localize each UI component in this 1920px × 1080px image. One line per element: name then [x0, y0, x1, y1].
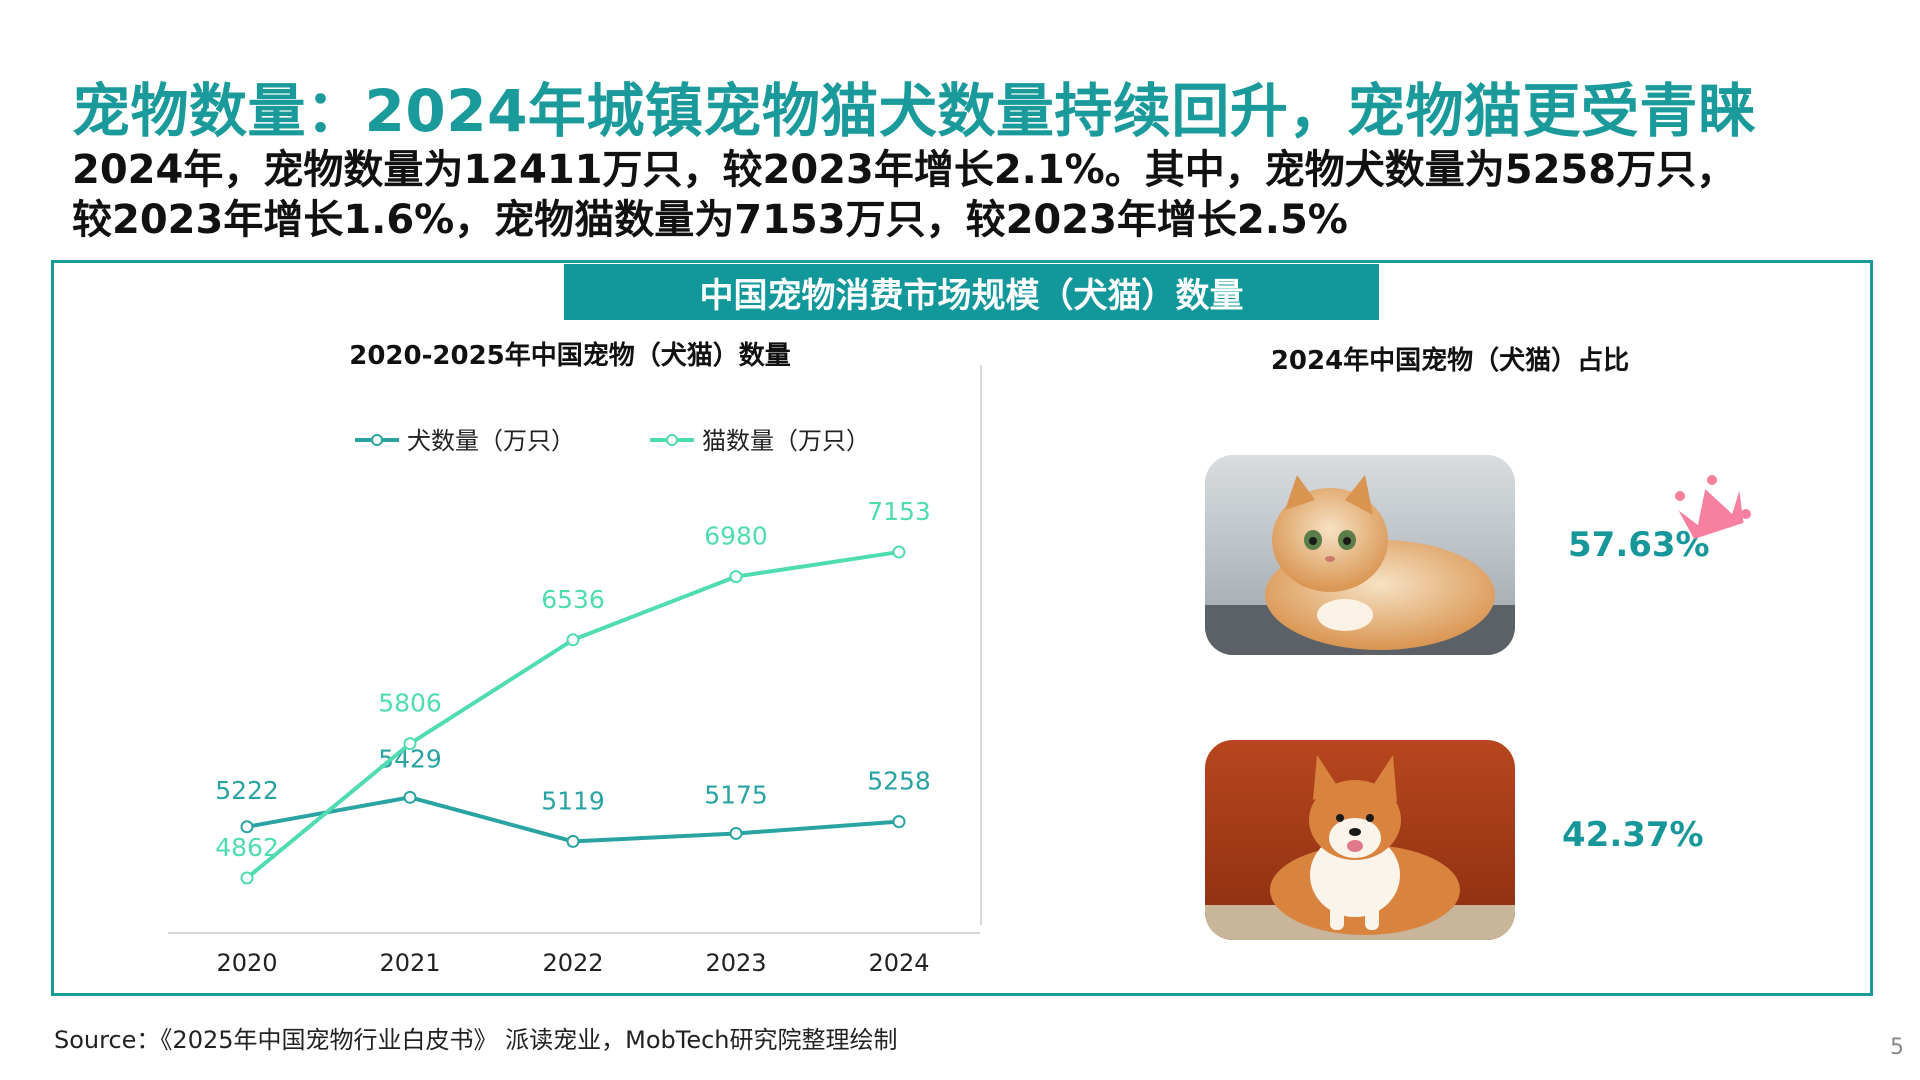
content-frame	[51, 260, 1873, 996]
page-subtitle: 2024年，宠物数量为12411万只，较2023年增长2.1%。其中，宠物犬数量…	[72, 145, 1872, 245]
cat-image-icon	[1205, 455, 1515, 655]
legend-marker	[666, 434, 678, 446]
data-label: 5806	[378, 689, 442, 718]
subtitle-line-1: 2024年，宠物数量为12411万只，较2023年增长2.1%。其中，宠物犬数量…	[72, 147, 1737, 193]
panel-divider	[980, 365, 982, 925]
data-point	[403, 790, 417, 804]
data-label: 5119	[541, 786, 605, 815]
data-label: 5222	[215, 776, 279, 805]
crown-icon	[1675, 475, 1751, 539]
data-label: 5258	[867, 767, 931, 796]
data-point	[729, 826, 743, 840]
dog-photo	[1205, 740, 1515, 940]
data-label: 7153	[867, 497, 931, 526]
dog-share-value: 42.37%	[1562, 815, 1704, 855]
data-point	[566, 834, 580, 848]
data-point	[892, 545, 906, 559]
data-label: 5175	[704, 780, 768, 809]
cat-photo	[1205, 455, 1515, 655]
subtitle-line-2: 较2023年增长1.6%，宠物猫数量为7153万只，较2023年增长2.5%	[72, 197, 1348, 243]
legend-label: 犬数量（万只）	[407, 427, 575, 455]
page-number: 5	[1890, 1035, 1904, 1060]
data-point	[566, 633, 580, 647]
x-tick-label: 2023	[705, 949, 766, 977]
dog-image-icon	[1205, 740, 1515, 940]
data-point	[892, 815, 906, 829]
data-point	[240, 820, 254, 834]
x-tick-label: 2020	[216, 949, 277, 977]
data-label: 6980	[704, 522, 768, 551]
x-tick-label: 2022	[542, 949, 603, 977]
data-point	[403, 737, 417, 751]
share-title: 2024年中国宠物（犬猫）占比	[1270, 346, 1630, 376]
line-chart-title: 2020-2025年中国宠物（犬猫）数量	[349, 341, 791, 371]
source-note: Source：《2025年中国宠物行业白皮书》 派读宠业，MobTech研究院整…	[54, 1026, 898, 1054]
data-label: 4862	[215, 833, 279, 862]
data-point	[729, 570, 743, 584]
x-tick-label: 2021	[379, 949, 440, 977]
legend-marker	[371, 434, 383, 446]
data-point	[240, 871, 254, 885]
x-tick-label: 2024	[868, 949, 929, 977]
section-banner: 中国宠物消费市场规模（犬猫）数量	[564, 264, 1379, 320]
legend-label: 猫数量（万只）	[702, 427, 870, 455]
cat-share-value: 57.63%	[1568, 525, 1710, 565]
data-label: 6536	[541, 585, 605, 614]
page-title: 宠物数量：2024年城镇宠物猫犬数量持续回升，宠物猫更受青睐	[72, 77, 1757, 145]
